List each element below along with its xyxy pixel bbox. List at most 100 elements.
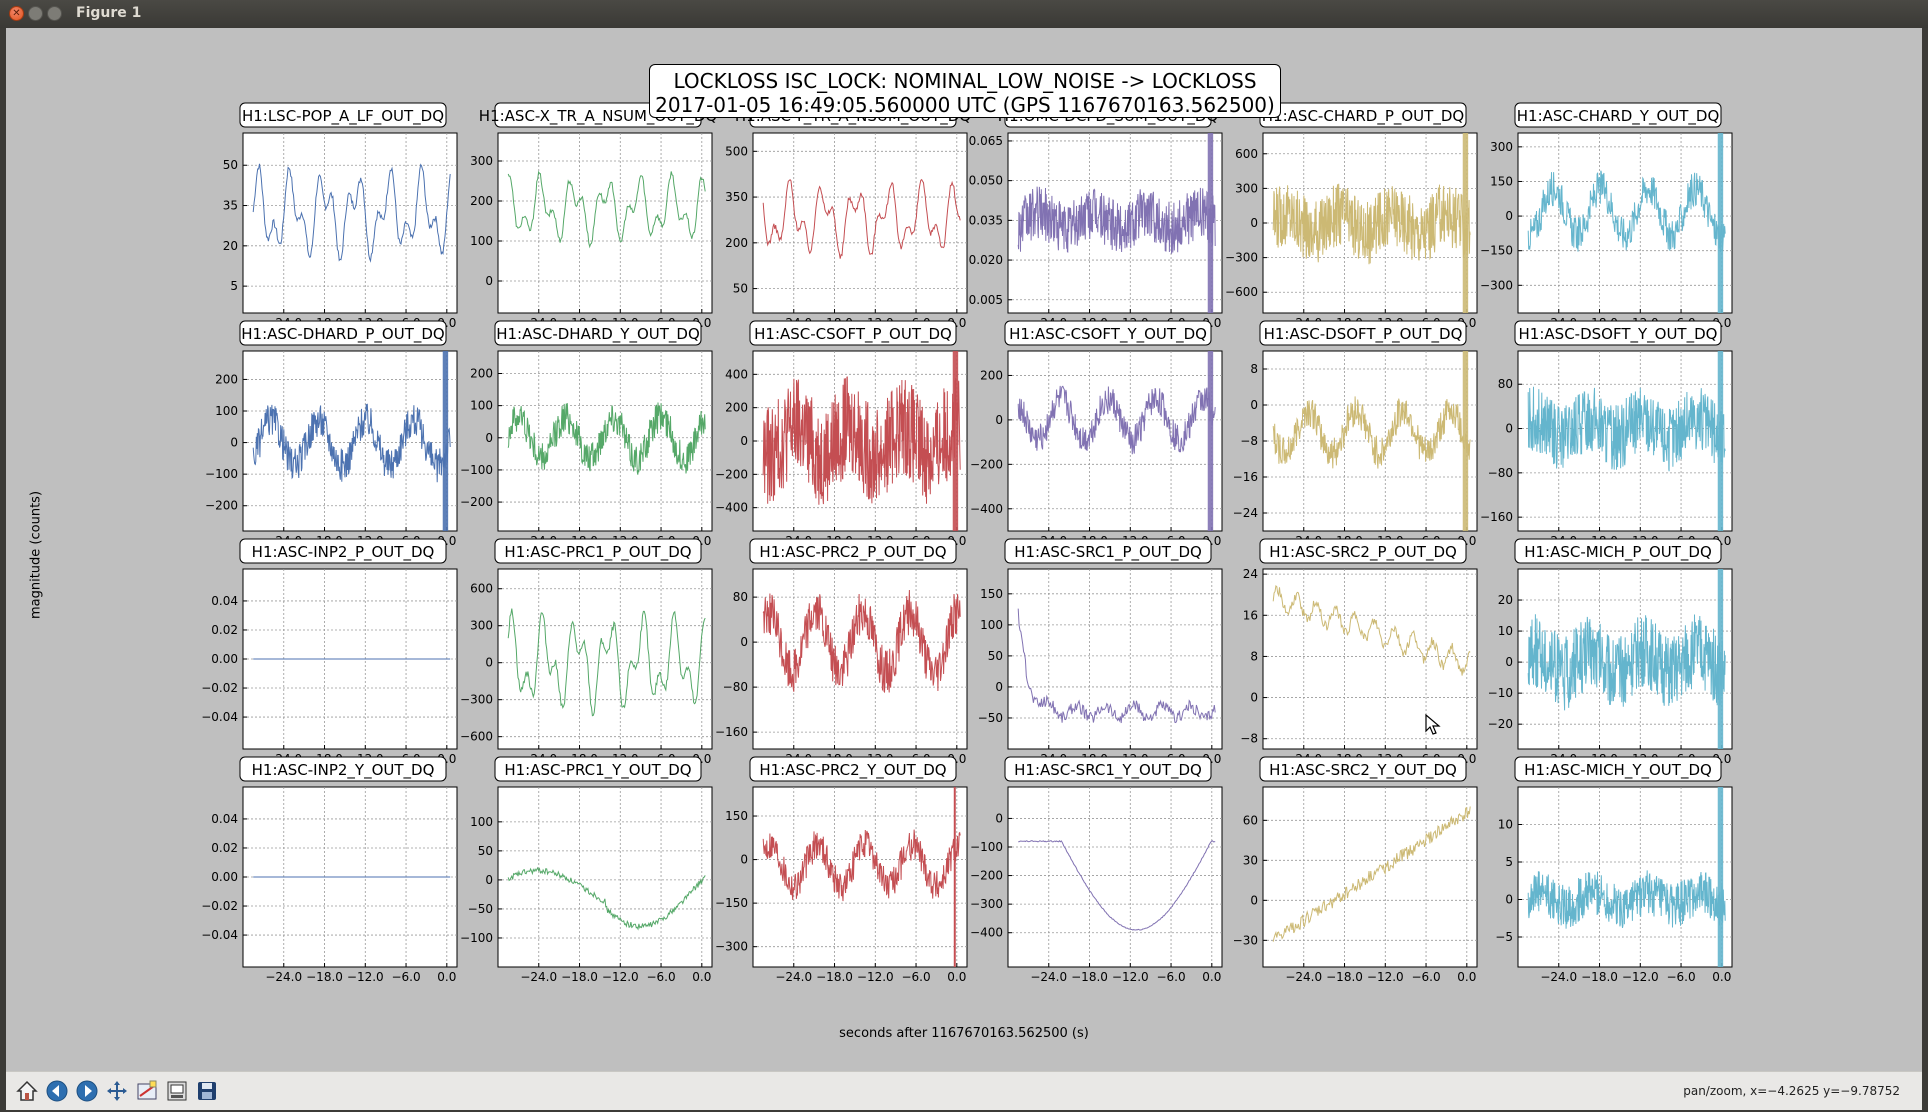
forward-button[interactable] xyxy=(74,1078,100,1104)
subplot-title-box xyxy=(239,756,447,782)
y-tick-label: 200 xyxy=(725,401,748,415)
subplot-title-box xyxy=(1514,102,1722,128)
subplot[interactable]: −24.0−18.0−12.0−6.00.0−24−16−808H1:ASC-D… xyxy=(1233,320,1478,548)
plot-area[interactable] xyxy=(1007,786,1223,968)
subplot[interactable]: −24.0−18.0−12.0−6.00.0−400−2000200H1:ASC… xyxy=(970,320,1223,548)
subplot[interactable]: −24.0−18.0−12.0−6.00.0−160−80080H1:ASC-D… xyxy=(1480,320,1733,548)
subplot[interactable]: −24.0−18.0−12.0−6.00.0−50050100150H1:ASC… xyxy=(978,538,1223,766)
lockloss-band xyxy=(1462,351,1469,531)
subplot[interactable]: −24.0−18.0−12.0−6.00.05203550H1:LSC-POP_… xyxy=(223,102,458,330)
y-tick-label: 300 xyxy=(470,154,493,168)
y-tick-label: −100 xyxy=(205,467,238,481)
x-tick-label: 0.0 xyxy=(1202,970,1221,984)
plot-area[interactable] xyxy=(752,568,968,750)
subplot-title-box xyxy=(494,320,702,346)
minimize-window-button[interactable] xyxy=(28,6,43,21)
status-readout: pan/zoom, x=−4.2625 y=−9.78752 xyxy=(1683,1084,1900,1098)
subplot-title: H1:ASC-PRC2_P_OUT_DQ xyxy=(759,543,946,562)
subplot[interactable]: −24.0−18.0−12.0−6.00.0−0.04−0.020.000.02… xyxy=(201,538,458,766)
figure-title-line-1: LOCKLOSS ISC_LOCK: NOMINAL_LOW_NOISE -> … xyxy=(673,69,1257,93)
configure-subplots-button[interactable] xyxy=(134,1078,160,1104)
plot-area[interactable] xyxy=(497,132,713,314)
save-button[interactable] xyxy=(194,1078,220,1104)
subplot[interactable]: −24.0−18.0−12.0−6.00.0−300−1500150300H1:… xyxy=(1480,102,1733,330)
y-tick-label: −10 xyxy=(1488,686,1513,700)
back-icon xyxy=(46,1080,68,1102)
subplot-title: H1:ASC-DHARD_P_OUT_DQ xyxy=(241,325,444,344)
y-tick-label: −200 xyxy=(970,869,1003,883)
plot-area[interactable] xyxy=(1007,568,1223,750)
signal-line xyxy=(1017,186,1216,254)
subplot[interactable]: −24.0 −18.0 −12.0 −6.0 0.0 −30 0 30 60 H1:ASC-SRC… xyxy=(1233,756,1478,984)
subplot[interactable]: −24.0−18.0−12.0−6.00.0−600−3000300600H1:… xyxy=(1225,102,1478,330)
y-tick-label: −200 xyxy=(715,467,748,481)
subplot[interactable]: −24.0−18.0−12.0−6.00.0−160−80080H1:ASC-P… xyxy=(715,538,968,766)
y-tick-label: 0.04 xyxy=(211,594,238,608)
subplot[interactable]: −24.0−18.0−12.0−6.00.0−200−1000100200H1:… xyxy=(205,320,458,548)
subplot[interactable]: −24.0−18.0−12.0−6.00.0−20−1001020H1:ASC-… xyxy=(1488,538,1733,766)
y-tick-label: 60 xyxy=(1243,813,1258,827)
subplot[interactable]: −24.0 −18.0 −12.0 −6.0 0.0 −300 −150 0 150 H1:ASC… xyxy=(715,756,968,984)
plot-area[interactable] xyxy=(242,350,458,532)
subplot[interactable]: −24.0−18.0−12.0−6.00.0−400−2000200400H1:… xyxy=(715,320,968,548)
signal-line xyxy=(1272,396,1471,469)
y-tick-label: −0.04 xyxy=(201,928,238,942)
pan-button[interactable] xyxy=(104,1078,130,1104)
y-tick-label: 0 xyxy=(740,434,748,448)
y-tick-label: 0 xyxy=(485,274,493,288)
y-tick-label: −80 xyxy=(1488,466,1513,480)
y-tick-label: 200 xyxy=(470,194,493,208)
maximize-window-button[interactable] xyxy=(47,6,62,21)
subplot[interactable]: −24.0−18.0−12.0−6.00.0−600−3000300600H1:… xyxy=(460,538,713,766)
x-tick-label: −24.0 xyxy=(1030,970,1067,984)
x-tick-label: −12.0 xyxy=(347,970,384,984)
x-tick-label: −6.0 xyxy=(901,970,930,984)
signal-line xyxy=(507,402,706,475)
subplot-title-box xyxy=(1259,320,1467,346)
y-tick-label: 150 xyxy=(725,809,748,823)
plot-area[interactable] xyxy=(242,132,458,314)
y-tick-label: −8 xyxy=(1240,732,1258,746)
subplot[interactable]: −24.0−18.0−12.0−6.00.0−200−1000100200H1:… xyxy=(460,320,713,548)
subplot[interactable]: −24.0 −18.0 −12.0 −6.0 0.0 −100 −50 0 50 100 H1:AS… xyxy=(460,756,713,984)
close-window-button[interactable]: ✕ xyxy=(9,6,24,21)
plot-area[interactable] xyxy=(1262,350,1478,532)
plot-area[interactable] xyxy=(1517,786,1733,968)
y-tick-label: 0 xyxy=(740,635,748,649)
subplot[interactable]: −24.0 −18.0 −12.0 −6.0 0.0 −400 −300 −200 −100 0 H… xyxy=(970,756,1223,984)
y-tick-label: −600 xyxy=(460,730,493,744)
subplot[interactable]: −24.0−18.0−12.0−6.00.00100200300H1:ASC-X… xyxy=(470,102,717,330)
plot-area[interactable] xyxy=(1262,568,1478,750)
signal-line xyxy=(1527,614,1726,711)
x-tick-label: −24.0 xyxy=(1285,970,1322,984)
y-tick-label: 150 xyxy=(980,587,1003,601)
subplot[interactable]: −24.0 −18.0 −12.0 −6.0 0.0 −5 0 5 10 H1:ASC-MICH_… xyxy=(1495,756,1733,984)
configure-subplots-icon xyxy=(137,1080,157,1100)
subplot[interactable]: −24.0−18.0−12.0−6.00.050200350500H1:ASC-… xyxy=(725,102,971,330)
y-tick-label: 20 xyxy=(1498,593,1513,607)
plot-area[interactable] xyxy=(1007,350,1223,532)
y-tick-label: 10 xyxy=(1498,624,1513,638)
x-tick-label: 0.0 xyxy=(1712,970,1731,984)
pan-icon xyxy=(107,1081,127,1101)
plot-area[interactable] xyxy=(497,786,713,968)
plot-area[interactable] xyxy=(752,132,968,314)
subplot-title-box xyxy=(749,320,957,346)
subplot-title: H1:ASC-INP2_Y_OUT_DQ xyxy=(252,761,435,780)
subplot[interactable]: −24.0−18.0−12.0−6.00.0−8081624H1:ASC-SRC… xyxy=(1240,538,1478,766)
y-tick-label: −400 xyxy=(715,501,748,515)
plot-area[interactable] xyxy=(497,568,713,750)
y-tick-label: 0.020 xyxy=(969,253,1003,267)
home-button[interactable] xyxy=(14,1078,40,1104)
subplot[interactable]: −24.0−18.0−12.0−6.00.00.0050.0200.0350.0… xyxy=(969,102,1223,330)
x-tick-label: −6.0 xyxy=(391,970,420,984)
y-tick-label: −300 xyxy=(970,897,1003,911)
subplot-title-box xyxy=(494,756,702,782)
plot-area[interactable] xyxy=(1517,132,1733,314)
back-button[interactable] xyxy=(44,1078,70,1104)
y-tick-label: 0.02 xyxy=(211,623,238,637)
zoom-rect-button[interactable] xyxy=(164,1078,190,1104)
signal-line xyxy=(1018,840,1216,931)
